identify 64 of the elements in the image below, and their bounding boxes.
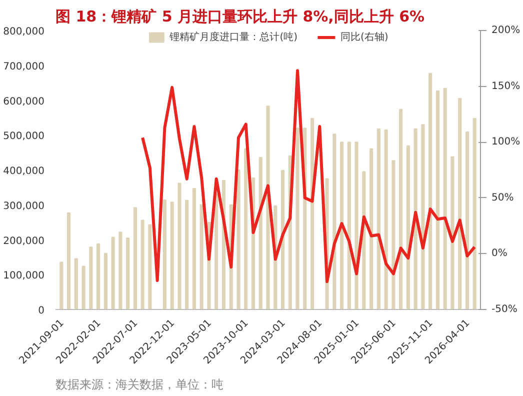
bar [60,262,64,310]
y-tick-label: 200,000 [3,236,45,247]
bar [436,90,440,310]
bar [162,199,166,310]
bar [82,266,86,310]
bar [118,232,122,310]
y-tick-label: 500,000 [3,131,45,142]
bar [340,142,344,310]
chart-title: 图 18：锂精矿 5 月进口量环比上升 8%,同比上升 6% [56,8,425,26]
legend-label: 锂精矿月度进口量：总计(吨) [170,30,298,44]
bar [280,170,285,310]
bar [347,142,351,310]
bar [96,243,100,310]
bar [111,236,115,310]
bar [170,202,174,310]
legend-label: 同比(右轴) [340,30,388,44]
bar [104,252,108,310]
bar [200,204,204,310]
bar [178,182,182,310]
y-tick-label: 700,000 [3,61,45,72]
bar [332,134,336,310]
bar [443,88,447,310]
y-tick-label: 400,000 [3,166,45,177]
bar [236,170,240,310]
bar [376,128,380,310]
y2-tick-label: 200% [492,25,520,36]
bar [74,258,78,310]
bar [192,188,196,310]
line-series [141,69,476,284]
bar [258,156,262,310]
bar [384,129,388,310]
y-tick-label: 100,000 [3,270,45,282]
bar [399,108,403,310]
bar [406,145,410,310]
bar [66,212,71,310]
bar [185,200,189,310]
y2-tick-label: 100% [492,136,520,148]
bar [414,128,418,310]
bar [244,148,248,310]
bar [392,160,396,310]
bar [133,207,137,310]
y2-tick-label: 0% [492,248,508,260]
bar [89,246,93,310]
bar [458,98,462,310]
y2-tick-label: 150% [492,80,520,92]
source-note: 数据来源：海关数据，单位：吨 [56,378,224,392]
bar [472,118,476,310]
bar [126,238,130,310]
bar [140,220,144,310]
bar [421,124,425,310]
y2-tick-label: -50% [492,304,518,315]
bar [296,128,300,310]
y-tick-label: 800,000 [3,26,45,38]
bar [450,156,454,310]
bar [370,148,374,310]
y-tick-label: 600,000 [3,96,45,108]
bar [465,131,470,310]
bar [214,194,218,310]
bar [148,224,152,310]
bar [428,72,432,310]
y-tick-label: 0 [38,306,45,316]
bar [266,106,270,310]
y-tick-label: 300,000 [3,200,45,212]
y2-tick-label: 50% [492,192,514,204]
